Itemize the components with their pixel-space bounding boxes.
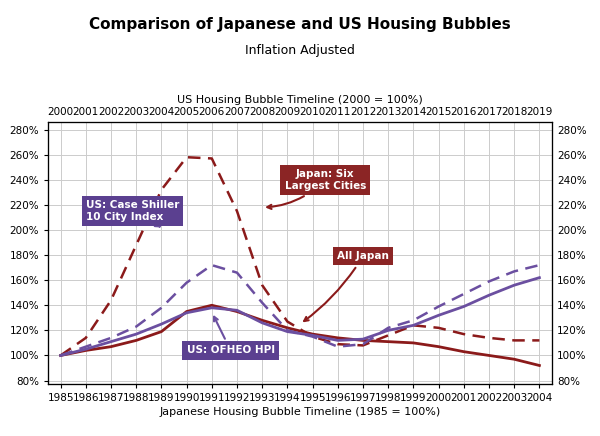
X-axis label: US Housing Bubble Timeline (2000 = 100%): US Housing Bubble Timeline (2000 = 100%) [177, 95, 423, 105]
Text: US: OFHEO HPI: US: OFHEO HPI [187, 317, 275, 355]
Text: Japan: Six
Largest Cities: Japan: Six Largest Cities [268, 169, 366, 209]
X-axis label: Japanese Housing Bubble Timeline (1985 = 100%): Japanese Housing Bubble Timeline (1985 =… [160, 407, 440, 417]
Text: US: Case Shiller
10 City Index: US: Case Shiller 10 City Index [86, 201, 179, 227]
Text: All Japan: All Japan [304, 251, 389, 321]
Text: Comparison of Japanese and US Housing Bubbles: Comparison of Japanese and US Housing Bu… [89, 17, 511, 32]
Text: Inflation Adjusted: Inflation Adjusted [245, 44, 355, 57]
